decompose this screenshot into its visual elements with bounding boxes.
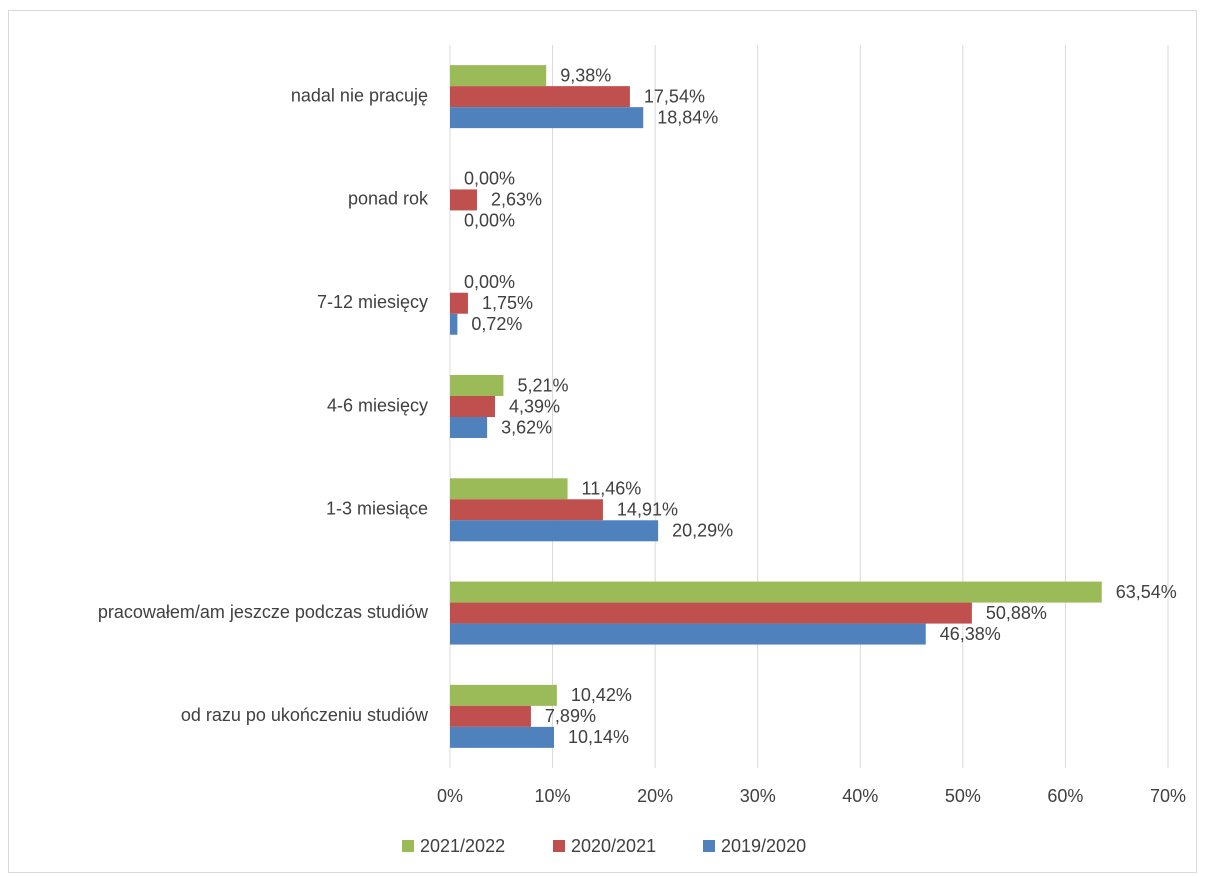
bar bbox=[450, 499, 603, 521]
data-label: 2,63% bbox=[491, 190, 542, 210]
bar bbox=[450, 684, 557, 706]
data-label: 1,75% bbox=[482, 293, 533, 313]
data-label: 11,46% bbox=[582, 479, 642, 499]
data-label: 10,42% bbox=[571, 685, 632, 705]
data-label: 63,54% bbox=[1116, 582, 1177, 602]
x-tick-label: 50% bbox=[945, 786, 981, 806]
bar bbox=[450, 292, 468, 314]
data-label: 0,00% bbox=[464, 211, 515, 231]
data-label: 46,38% bbox=[940, 624, 1001, 644]
legend-swatch bbox=[703, 840, 715, 852]
bar bbox=[450, 189, 477, 211]
bar bbox=[450, 602, 972, 624]
data-label: 7,89% bbox=[545, 706, 596, 726]
x-tick-label: 10% bbox=[535, 786, 571, 806]
y-tick-label: pracowałem/am jeszcze podczas studiów bbox=[98, 602, 429, 622]
x-tick-label: 30% bbox=[740, 786, 776, 806]
bar bbox=[450, 478, 568, 500]
data-label: 18,84% bbox=[657, 107, 718, 127]
bar bbox=[450, 396, 496, 417]
legend-label: 2020/2021 bbox=[571, 836, 656, 856]
bar bbox=[450, 581, 1102, 603]
y-tick-label: 4-6 miesięcy bbox=[327, 395, 428, 415]
bar bbox=[450, 65, 547, 87]
legend-swatch bbox=[553, 840, 565, 852]
data-label: 9,38% bbox=[560, 65, 611, 85]
y-tick-label: od razu po ukończeniu studiów bbox=[181, 705, 429, 725]
bar bbox=[450, 417, 488, 438]
data-label: 3,62% bbox=[501, 417, 552, 437]
data-label: 5,21% bbox=[517, 375, 568, 395]
legend-label: 2021/2022 bbox=[420, 836, 505, 856]
y-tick-label: 1-3 miesiące bbox=[326, 499, 428, 519]
y-tick-label: 7-12 miesięcy bbox=[317, 292, 428, 312]
data-label: 0,00% bbox=[464, 169, 515, 189]
chart-border bbox=[8, 10, 1197, 873]
data-label: 0,72% bbox=[471, 314, 522, 334]
bar bbox=[450, 623, 926, 645]
legend-swatch bbox=[402, 840, 414, 852]
legend-label: 2019/2020 bbox=[721, 836, 806, 856]
y-tick-label: nadal nie pracuję bbox=[291, 85, 428, 105]
data-label: 14,91% bbox=[617, 500, 678, 520]
data-label: 17,54% bbox=[644, 86, 705, 106]
bar bbox=[450, 520, 659, 542]
x-tick-label: 70% bbox=[1150, 786, 1186, 806]
data-label: 20,29% bbox=[672, 521, 733, 541]
bar bbox=[450, 375, 504, 396]
bar bbox=[450, 107, 644, 129]
bar bbox=[450, 705, 531, 727]
data-label: 4,39% bbox=[509, 396, 560, 416]
data-label: 50,88% bbox=[986, 603, 1047, 623]
y-tick-label: ponad rok bbox=[348, 189, 429, 209]
data-label: 10,14% bbox=[568, 727, 629, 747]
x-tick-label: 20% bbox=[637, 786, 673, 806]
bar bbox=[450, 86, 630, 108]
x-tick-label: 60% bbox=[1047, 786, 1083, 806]
bar bbox=[450, 313, 458, 335]
x-tick-label: 40% bbox=[842, 786, 878, 806]
bar bbox=[450, 726, 555, 748]
x-tick-label: 0% bbox=[437, 786, 463, 806]
data-label: 0,00% bbox=[464, 272, 515, 292]
